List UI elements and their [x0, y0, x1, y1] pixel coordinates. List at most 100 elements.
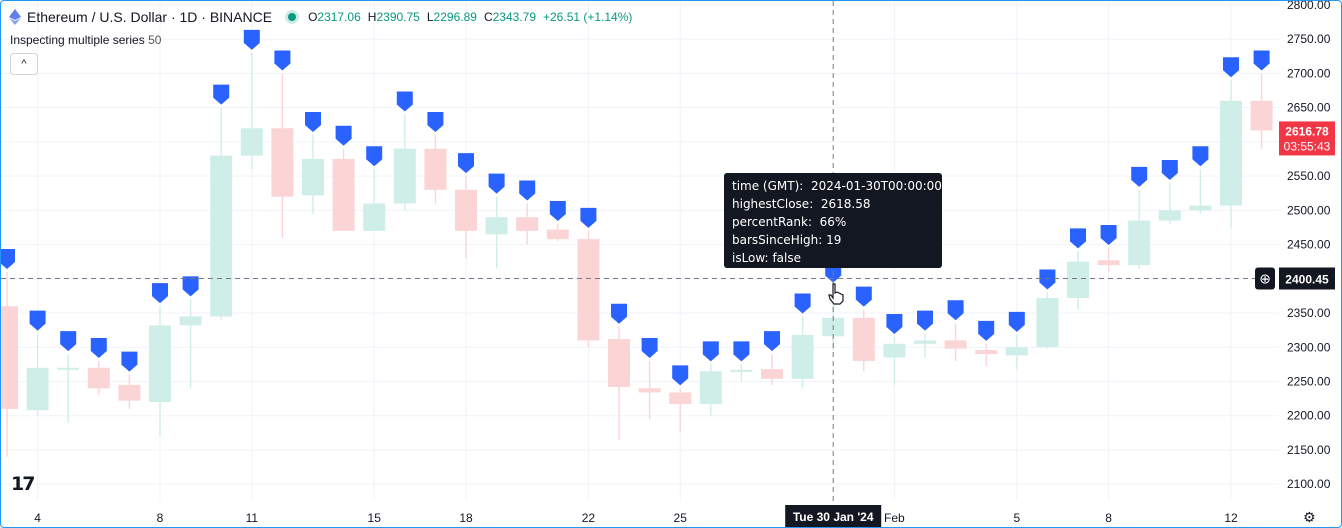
- tooltip-value: 19: [826, 233, 842, 247]
- candle-body: [26, 367, 49, 411]
- high-marker: [580, 207, 597, 228]
- high-marker: [733, 341, 750, 362]
- candle-body: [638, 388, 661, 393]
- high-marker: [182, 276, 199, 297]
- candle-body: [87, 367, 110, 389]
- candle-body: [302, 159, 324, 196]
- candle-body: [1250, 100, 1273, 131]
- price-tick-label: 2750.00: [1287, 32, 1331, 46]
- high-marker: [1100, 225, 1117, 245]
- tooltip-value: false: [772, 251, 801, 265]
- candle-body: [975, 349, 998, 355]
- candle-body: [118, 384, 141, 401]
- settings-gear-icon[interactable]: ⚙: [1303, 509, 1316, 525]
- tooltip-value: 2024-01-30T00:00:00: [810, 179, 942, 193]
- symbol-title[interactable]: Ethereum / U.S. Dollar · 1D · BINANCE: [27, 9, 273, 25]
- candle-body: [1036, 297, 1059, 348]
- market-status-icon[interactable]: [288, 13, 297, 21]
- candle-body: [669, 392, 692, 405]
- candle-body: [363, 203, 386, 231]
- candle-body: [149, 325, 171, 403]
- candle-body: [1, 306, 18, 409]
- tooltip-row: barsSinceHigh: 19: [732, 231, 942, 249]
- candle-body: [1097, 260, 1120, 266]
- high-marker: [1161, 159, 1178, 180]
- high-marker: [366, 146, 383, 167]
- indicator-value: 50: [148, 33, 162, 47]
- price-tick-label: 2250.00: [1287, 374, 1331, 388]
- candle-body: [57, 367, 80, 370]
- hand-cursor-icon: [828, 283, 844, 305]
- tooltip-value: 66%: [819, 215, 847, 229]
- price-tick-label: 2550.00: [1287, 169, 1331, 183]
- crosshair-price-badge: [1279, 267, 1335, 290]
- candle-body: [883, 343, 906, 358]
- candle-body: [914, 340, 936, 344]
- chart-header: Ethereum / U.S. Dollar · 1D · BINANCE O2…: [9, 7, 632, 27]
- high-marker: [29, 310, 46, 331]
- time-tick-label: 22: [582, 511, 596, 525]
- high-marker: [886, 313, 903, 334]
- candle-body: [852, 317, 875, 361]
- price-tick-label: 2650.00: [1287, 101, 1331, 115]
- high-marker: [549, 201, 566, 222]
- candle-body: [791, 334, 814, 379]
- time-tick-label: 12: [1224, 511, 1238, 525]
- price-tick-label: 2100.00: [1287, 477, 1331, 491]
- tooltip-row: time (GMT): 2024-01-30T00:00:00: [732, 177, 942, 195]
- high-marker: [917, 310, 933, 331]
- high-marker: [458, 153, 474, 174]
- high-marker: [213, 84, 230, 105]
- high-marker: [947, 300, 964, 321]
- add-alert-button: [1255, 267, 1275, 290]
- close-label: C: [483, 10, 493, 24]
- tooltip-row: isLow: false: [732, 249, 942, 267]
- low-label: L: [426, 10, 434, 24]
- high-marker: [1192, 146, 1209, 167]
- high-marker: [1223, 57, 1239, 78]
- high-marker: [396, 91, 413, 112]
- candle-body: [516, 217, 539, 231]
- indicator-legend[interactable]: Inspecting multiple series 50: [10, 33, 161, 47]
- time-tick-label: 8: [157, 511, 164, 525]
- crosshair-date-label: Tue 30 Jan '24: [793, 510, 874, 524]
- price-tick-label: 2700.00: [1287, 66, 1331, 80]
- data-tooltip: time (GMT): 2024-01-30T00:00:00 highestC…: [724, 173, 942, 268]
- tooltip-row: highestClose: 2618.58: [732, 195, 942, 213]
- candle-body: [485, 217, 508, 235]
- high-marker: [1008, 311, 1025, 332]
- crosshair-price-label: 2400.45: [1285, 272, 1329, 286]
- time-tick-label: 18: [459, 511, 473, 525]
- candle-body: [1128, 220, 1151, 266]
- high-marker: [978, 320, 995, 341]
- tooltip-key: percentRank:: [732, 215, 812, 229]
- high-marker: [243, 29, 260, 50]
- candle-body: [332, 159, 355, 231]
- time-tick-label: 15: [368, 511, 382, 525]
- candle-body: [1067, 261, 1089, 298]
- high-marker: [794, 293, 811, 314]
- high-value: 2390.75: [376, 10, 420, 24]
- candle-body: [608, 339, 630, 387]
- price-tick-label: 2300.00: [1287, 340, 1331, 354]
- high-marker: [335, 125, 352, 146]
- crosshair-price-group: ⊕ 2400.45: [1255, 267, 1335, 290]
- price-tick-label: 2200.00: [1287, 409, 1331, 423]
- tooltip-key: time (GMT):: [732, 179, 804, 193]
- time-tick-label: Feb: [884, 511, 905, 525]
- high-marker: [611, 303, 627, 324]
- tooltip-key: highestClose:: [732, 197, 814, 211]
- candle-body: [699, 371, 722, 405]
- tradingview-logo[interactable]: 17: [11, 473, 35, 495]
- tooltip-key: isLow:: [732, 251, 769, 265]
- candle-body: [546, 229, 569, 240]
- price-tick-label: 2450.00: [1287, 238, 1331, 252]
- time-tick-label: 4: [34, 511, 41, 525]
- change-value: +26.51 (+1.14%): [543, 10, 633, 24]
- collapse-legend-button[interactable]: ^: [10, 53, 38, 75]
- candle-body: [210, 155, 233, 317]
- candle-body: [1158, 210, 1181, 221]
- ohlc-values: O2317.06 H2390.75 L2296.89 C2343.79 +26.…: [308, 10, 632, 24]
